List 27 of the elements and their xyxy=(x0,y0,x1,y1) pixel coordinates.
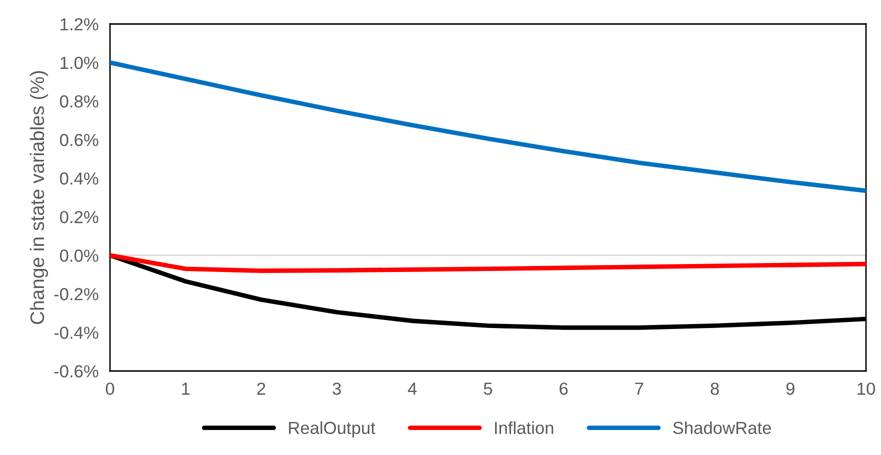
y-tick-label: -0.6% xyxy=(54,365,98,378)
x-tick-label: 7 xyxy=(635,382,644,395)
y-tick-label: 0.2% xyxy=(60,210,98,224)
legend-label: ShadowRate xyxy=(673,421,771,434)
y-tick-label: 0.4% xyxy=(60,172,98,185)
y-tick-label: 1.0% xyxy=(60,56,98,70)
y-tick-label: 0.8% xyxy=(60,95,98,108)
x-tick-label: 10 xyxy=(858,382,875,395)
y-tick-label: 0.0% xyxy=(60,250,98,262)
x-tick-label: 9 xyxy=(786,382,794,395)
x-tick-label: 0 xyxy=(106,382,114,395)
y-tick-label: 0.6% xyxy=(60,134,98,146)
y-axis-title: Change in state variables (%) xyxy=(30,71,48,324)
x-tick-label: 6 xyxy=(560,382,568,395)
line-series xyxy=(110,253,866,273)
x-tick-label: 2 xyxy=(257,382,266,395)
legend-label: RealOutput xyxy=(289,421,376,438)
x-tick-label: 8 xyxy=(710,382,719,395)
y-tick-label: -0.4% xyxy=(54,326,98,339)
x-tick-label: 4 xyxy=(408,382,417,395)
y-tick-label: -0.2% xyxy=(54,288,98,300)
x-tick-label: 5 xyxy=(484,382,492,395)
x-tick-label: 3 xyxy=(332,382,341,395)
y-tick-label: 1.2% xyxy=(60,18,98,30)
x-tick-label: 1 xyxy=(182,382,190,395)
line-series xyxy=(110,60,866,193)
legend-label: Inflation xyxy=(495,421,554,434)
